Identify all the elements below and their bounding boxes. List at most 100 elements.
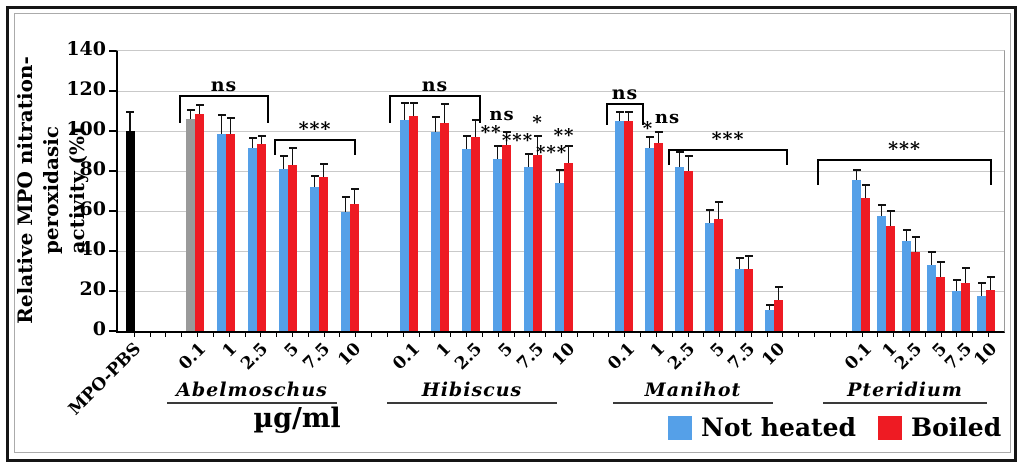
x-axis-minor-tick bbox=[481, 333, 483, 337]
significance-text: ** bbox=[480, 122, 502, 143]
not-heated-swatch-icon bbox=[668, 415, 692, 440]
error-bar bbox=[955, 279, 958, 291]
x-axis-minor-tick bbox=[703, 333, 705, 337]
x-axis-minor-tick bbox=[893, 333, 895, 337]
bar-not-heated bbox=[341, 212, 350, 331]
x-axis-minor-tick bbox=[592, 333, 594, 337]
bar-not-heated bbox=[927, 265, 936, 331]
significance-bracket: *** bbox=[817, 140, 992, 185]
error-bar bbox=[536, 135, 539, 155]
error-bar-cap bbox=[288, 147, 297, 149]
x-axis-minor-tick bbox=[434, 333, 436, 337]
x-axis-minor-tick bbox=[924, 333, 926, 337]
significance-text: *** bbox=[501, 130, 534, 151]
x-axis-minor-tick bbox=[513, 333, 515, 337]
control-bar bbox=[125, 131, 135, 331]
legend: Not heated Boiled bbox=[668, 413, 1001, 442]
error-bar-cap bbox=[440, 103, 449, 105]
error-bar bbox=[344, 196, 347, 212]
error-bar bbox=[864, 184, 867, 198]
error-bar bbox=[322, 163, 325, 177]
x-axis-minor-tick bbox=[608, 333, 610, 337]
bar-boiled bbox=[911, 252, 920, 331]
boiled-swatch-icon bbox=[878, 415, 902, 440]
significance-bracket: *** bbox=[274, 120, 356, 155]
figure-outer-border bbox=[6, 6, 1017, 462]
x-axis-minor-tick bbox=[228, 333, 230, 337]
bar-boiled bbox=[961, 283, 970, 331]
bar-boiled bbox=[409, 116, 418, 331]
bar-not-heated bbox=[735, 269, 744, 331]
y-axis-tick bbox=[109, 130, 116, 132]
error-bar bbox=[930, 251, 933, 265]
legend-item-boiled: Boiled bbox=[878, 413, 1001, 442]
error-bar-cap bbox=[744, 255, 753, 257]
group-label: Manihot bbox=[613, 379, 773, 404]
x-axis-minor-tick bbox=[734, 333, 736, 337]
bar-boiled bbox=[257, 144, 266, 331]
error-bar-cap bbox=[861, 184, 870, 186]
plot-area: ns *** ns ns ** *** * *** ** ns *** * ns *** bbox=[109, 50, 1005, 337]
error-bar bbox=[964, 267, 967, 283]
significance-text: * bbox=[642, 118, 654, 139]
error-bar-cap bbox=[624, 111, 633, 113]
x-axis-minor-tick bbox=[339, 333, 341, 337]
x-axis-minor-tick bbox=[355, 333, 357, 337]
bar-boiled bbox=[654, 143, 663, 331]
bar-boiled bbox=[986, 290, 995, 331]
error-bar bbox=[474, 119, 477, 137]
error-bar bbox=[678, 151, 681, 167]
x-axis-minor-tick bbox=[165, 333, 167, 337]
error-bar-cap bbox=[341, 196, 350, 198]
error-bar-cap bbox=[564, 145, 573, 147]
bar-boiled bbox=[774, 300, 783, 331]
significance-bracket: ns bbox=[606, 84, 644, 125]
significance-label: ns bbox=[210, 74, 238, 96]
x-axis-minor-tick bbox=[624, 333, 626, 337]
significance-bracket: ns bbox=[389, 76, 481, 123]
error-bar-cap bbox=[400, 102, 409, 104]
error-bar bbox=[738, 257, 741, 269]
group-label: Pteridium bbox=[823, 379, 987, 404]
error-bar bbox=[618, 111, 621, 121]
y-axis-title: Relative MPO nitration-peroxidasic activ… bbox=[12, 25, 89, 355]
y-tick-label: 60 bbox=[79, 198, 106, 220]
bar-not-heated bbox=[186, 119, 195, 331]
x-axis-minor-tick bbox=[719, 333, 721, 337]
y-tick-label: 120 bbox=[66, 78, 106, 100]
x-axis-minor-tick bbox=[545, 333, 547, 337]
bar-not-heated bbox=[675, 167, 684, 331]
error-bar-cap bbox=[977, 282, 986, 284]
error-bar bbox=[353, 188, 356, 204]
y-tick-label: 80 bbox=[79, 158, 106, 180]
bar-not-heated bbox=[431, 132, 440, 331]
error-bar-cap bbox=[705, 209, 714, 211]
bar-boiled bbox=[502, 145, 511, 331]
error-bar-cap bbox=[409, 102, 418, 104]
significance-text: ** bbox=[553, 125, 575, 146]
error-bar-cap bbox=[675, 151, 684, 153]
x-axis-minor-tick bbox=[529, 333, 531, 337]
x-axis-minor-tick bbox=[307, 333, 309, 337]
x-axis-minor-tick bbox=[829, 333, 831, 337]
x-axis-minor-tick bbox=[988, 333, 990, 337]
x-axis-minor-tick bbox=[149, 333, 151, 337]
error-bar bbox=[567, 145, 570, 163]
x-axis-minor-tick bbox=[671, 333, 673, 337]
error-bar bbox=[251, 137, 254, 148]
bar-boiled bbox=[861, 198, 870, 331]
x-axis-minor-tick bbox=[687, 333, 689, 337]
bar-not-heated bbox=[524, 167, 533, 331]
x-axis-minor-tick bbox=[861, 333, 863, 337]
error-bar bbox=[313, 175, 316, 187]
error-bar-cap bbox=[654, 131, 663, 133]
error-bar bbox=[282, 155, 285, 169]
significance-label: *** bbox=[298, 118, 332, 140]
x-axis-minor-tick bbox=[655, 333, 657, 337]
error-bar bbox=[905, 229, 908, 241]
error-bar-cap bbox=[126, 111, 134, 113]
significance-label: *** bbox=[888, 138, 921, 160]
x-axis-minor-tick bbox=[956, 333, 958, 337]
error-bar bbox=[412, 102, 415, 116]
bar-boiled bbox=[533, 155, 542, 331]
